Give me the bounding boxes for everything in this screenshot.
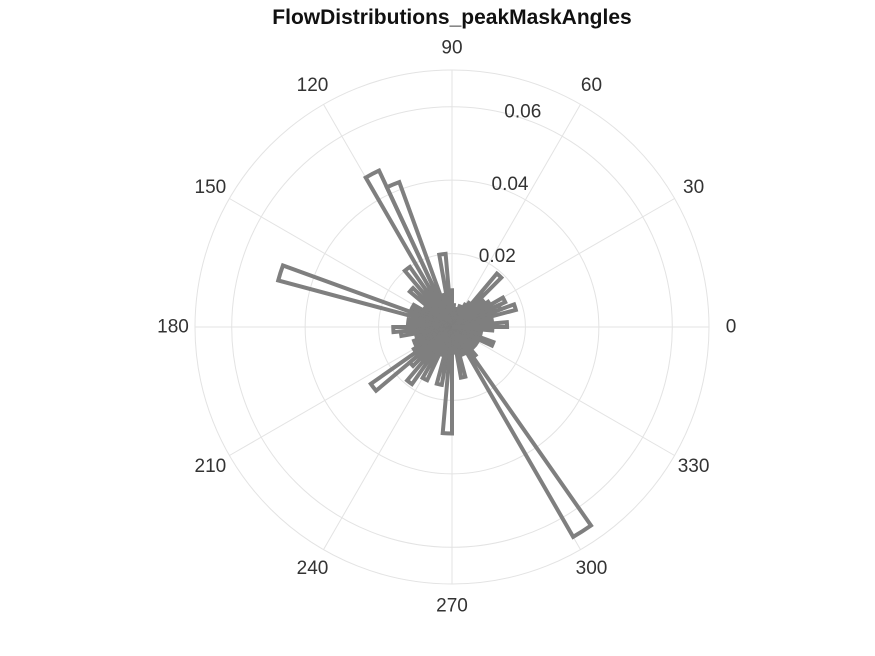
theta-tick-label: 270 xyxy=(436,596,468,617)
histogram-bin xyxy=(406,285,454,329)
theta-tick-label: 90 xyxy=(441,38,462,59)
histogram-bin xyxy=(451,317,495,329)
histogram-bin xyxy=(450,326,457,355)
histogram-bin xyxy=(401,264,454,329)
histogram-bin xyxy=(450,270,505,329)
histogram-bin xyxy=(398,325,453,339)
theta-tick-label: 60 xyxy=(581,75,602,96)
histogram-bin xyxy=(422,302,454,329)
histogram-bin xyxy=(404,325,454,387)
tick-labels: 0 30 60 90 120 150 180 210 240 270 300 330 0.02 0.04 0… xyxy=(157,38,736,617)
histogram-bin xyxy=(451,325,495,333)
histogram-bin xyxy=(368,325,454,394)
theta-tick-label: 330 xyxy=(678,456,710,477)
theta-tick-label: 150 xyxy=(195,177,227,198)
r-tick-label: 0.02 xyxy=(479,246,516,267)
histogram-bin xyxy=(450,325,594,540)
histogram-bin xyxy=(450,325,481,347)
histogram-bin xyxy=(391,325,453,335)
histogram-bin xyxy=(450,298,493,329)
histogram-bin xyxy=(451,301,519,329)
histogram-bin xyxy=(450,303,464,328)
r-tick-label: 0.04 xyxy=(492,174,529,195)
r-tick-label: 0.06 xyxy=(504,102,541,123)
histogram-bin xyxy=(436,251,454,328)
chart-title: FlowDistributions_peakMaskAngles xyxy=(272,6,632,29)
histogram-bin xyxy=(275,262,453,329)
theta-tick-label: 0 xyxy=(726,317,737,338)
histogram-bin xyxy=(406,325,454,369)
theta-grid-spoke xyxy=(451,326,675,456)
histogram-bin xyxy=(405,317,453,329)
histogram-bin xyxy=(450,326,468,380)
histogram-bin xyxy=(450,294,508,329)
theta-tick-label: 240 xyxy=(297,558,329,579)
theta-tick-label: 120 xyxy=(297,75,329,96)
theta-tick-label: 30 xyxy=(683,177,704,198)
theta-tick-label: 210 xyxy=(195,456,227,477)
theta-tick-label: 300 xyxy=(576,558,608,579)
histogram-bin xyxy=(362,167,454,329)
histogram-bin xyxy=(451,325,496,349)
histogram-bin xyxy=(434,326,454,388)
histogram-bin xyxy=(450,302,470,329)
histogram-bin xyxy=(450,300,474,329)
histogram-bin xyxy=(451,320,510,329)
histogram-bin xyxy=(440,326,454,436)
histogram-bin xyxy=(451,325,484,338)
histogram-bins xyxy=(275,167,594,540)
histogram-bin xyxy=(450,325,478,351)
theta-tick-label: 180 xyxy=(157,317,189,338)
histogram-bin xyxy=(419,325,454,383)
histogram-bin xyxy=(450,325,479,360)
histogram-bin xyxy=(450,326,468,358)
theta-grid-spoke xyxy=(451,104,581,328)
